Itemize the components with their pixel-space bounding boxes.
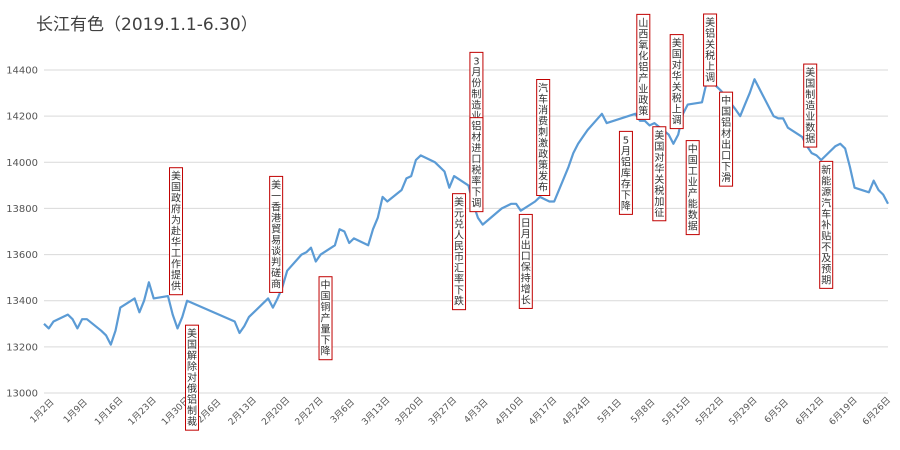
annotation-label: 美国政府为赴华工作提供 (171, 170, 181, 293)
x-tick-label: 3月13日 (360, 395, 393, 428)
x-tick-label: 5月1日 (595, 397, 624, 426)
annotation-box (269, 175, 284, 293)
x-tick-label: 1月16日 (93, 395, 126, 428)
annotation-label: 美元兑人民币汇率下跌 (454, 196, 464, 308)
annotation-box (719, 91, 734, 187)
annotation: 汽车消费刺激政策发布 (536, 79, 551, 197)
x-tick-label: 3月27日 (426, 395, 459, 428)
x-tick-label: 1月2日 (28, 397, 57, 426)
annotation-box (469, 117, 484, 213)
x-tick-label: 6月26日 (860, 395, 893, 428)
annotation-label: 中国工业产能数据 (688, 143, 698, 233)
x-tick-label: 6月5日 (762, 397, 791, 426)
annotation-label: 新能源汽车补贴不及预期 (821, 163, 831, 286)
x-tick-label: 6月19日 (827, 395, 860, 428)
annotation-label: 美铝关税上调 (705, 16, 715, 84)
annotation-label: 日月出口保持增长 (521, 218, 531, 306)
annotation: 新能源汽车补贴不及预期 (819, 160, 834, 289)
annotation: 山西氧化铝产业政策 (636, 13, 651, 120)
y-tick-label: 13600 (6, 250, 38, 261)
annotation: 中国铝材出口下滑 (719, 91, 734, 187)
annotation-label: 山西氧化铝产业政策 (638, 17, 648, 117)
x-tick-label: 4月17日 (527, 395, 560, 428)
annotation: 中国铜产量下降 (318, 276, 333, 361)
annotation-box (685, 140, 700, 236)
x-tick-label: 5月29日 (727, 395, 760, 428)
annotation-box (318, 276, 333, 361)
y-tick-label: 13800 (6, 204, 38, 215)
y-tick-label: 13400 (6, 296, 38, 307)
y-tick-label: 13200 (6, 342, 38, 353)
annotation: 美元兑人民币汇率下跌 (452, 193, 467, 311)
annotation-label: 汽车消费刺激政策发布 (538, 82, 548, 194)
annotation: 美国对华关税上调 (669, 34, 684, 130)
annotation-box (669, 34, 684, 130)
x-tick-label: 1月9日 (61, 397, 90, 426)
x-tick-label: 5月8日 (629, 397, 658, 426)
annotation: 美国政府为赴华工作提供 (169, 167, 184, 296)
annotation-box (452, 193, 467, 311)
annotation-label: 铝材进口税率下调 (471, 121, 481, 210)
annotation: 美国解除对俄铝制裁 (185, 324, 200, 431)
annotation-label: 美国对华关税上调 (672, 37, 682, 127)
annotation-label: 中国铝材出口下滑 (721, 94, 731, 184)
y-tick-label: 14000 (6, 158, 38, 169)
annotation-label: 美国解除对俄铝制裁 (187, 327, 197, 428)
x-tick-label: 2月13日 (226, 395, 259, 428)
x-tick-label: 3月20日 (393, 395, 426, 428)
annotation-label: 美一香港貿易谈判磋商 (271, 178, 281, 290)
annotation-label: 美国制造业数据 (805, 66, 815, 145)
annotation-box (518, 213, 533, 309)
chart-title: 长江有色（2019.1.1-6.30） (36, 15, 258, 35)
annotation-label: 5 月铝库存下降 (621, 135, 631, 212)
y-tick-label: 14400 (6, 66, 38, 77)
annotation: 美国制造业数据 (803, 63, 818, 148)
annotation-box (536, 79, 551, 197)
x-tick-label: 2月20日 (260, 395, 293, 428)
annotation: 美一香港貿易谈判磋商 (269, 175, 284, 293)
annotation: 5 月铝库存下降 (618, 130, 633, 215)
x-tick-label: 3月6日 (328, 397, 357, 426)
x-tick-label: 6月12日 (794, 395, 827, 428)
x-tick-label: 5月15日 (660, 395, 693, 428)
x-tick-label: 2月27日 (293, 395, 326, 428)
annotation-box (185, 324, 200, 431)
annotation-box (618, 130, 633, 215)
annotation: 日月出口保持增长 (518, 213, 533, 309)
x-tick-label: 5月22日 (693, 395, 726, 428)
annotation-box (819, 160, 834, 289)
x-tick-label: 4月10日 (493, 395, 526, 428)
x-tick-label: 1月23日 (126, 395, 159, 428)
annotation: 铝材进口税率下调 (469, 117, 484, 213)
annotation-box (652, 126, 667, 222)
y-tick-label: 14200 (6, 112, 38, 123)
x-tick-label: 2月6日 (195, 397, 224, 426)
annotation-label: 美国对华关税加征 (654, 129, 664, 219)
annotation-label: 中国铜产量下降 (321, 279, 331, 358)
annotation-box (636, 13, 651, 120)
y-tick-label: 13000 (6, 389, 38, 400)
x-axis-ticks: 1月2日 1月9日 1月16日 1月23日 1月30日 2月6日 2月13日 2月20日 2月2… (28, 395, 893, 428)
annotation: 美铝关税上调 (703, 13, 718, 87)
annotation-box (703, 13, 718, 87)
y-axis-ticks: 13000 13200 13400 13600 13800 14000 14200 14400 (6, 66, 38, 400)
x-tick-label: 4月3日 (462, 397, 491, 426)
annotation-box (169, 167, 184, 296)
annotation: 美国对华关税加征 (652, 126, 667, 222)
annotation: 中国工业产能数据 (685, 140, 700, 236)
x-tick-label: 4月24日 (560, 395, 593, 428)
annotation-box (803, 63, 818, 148)
